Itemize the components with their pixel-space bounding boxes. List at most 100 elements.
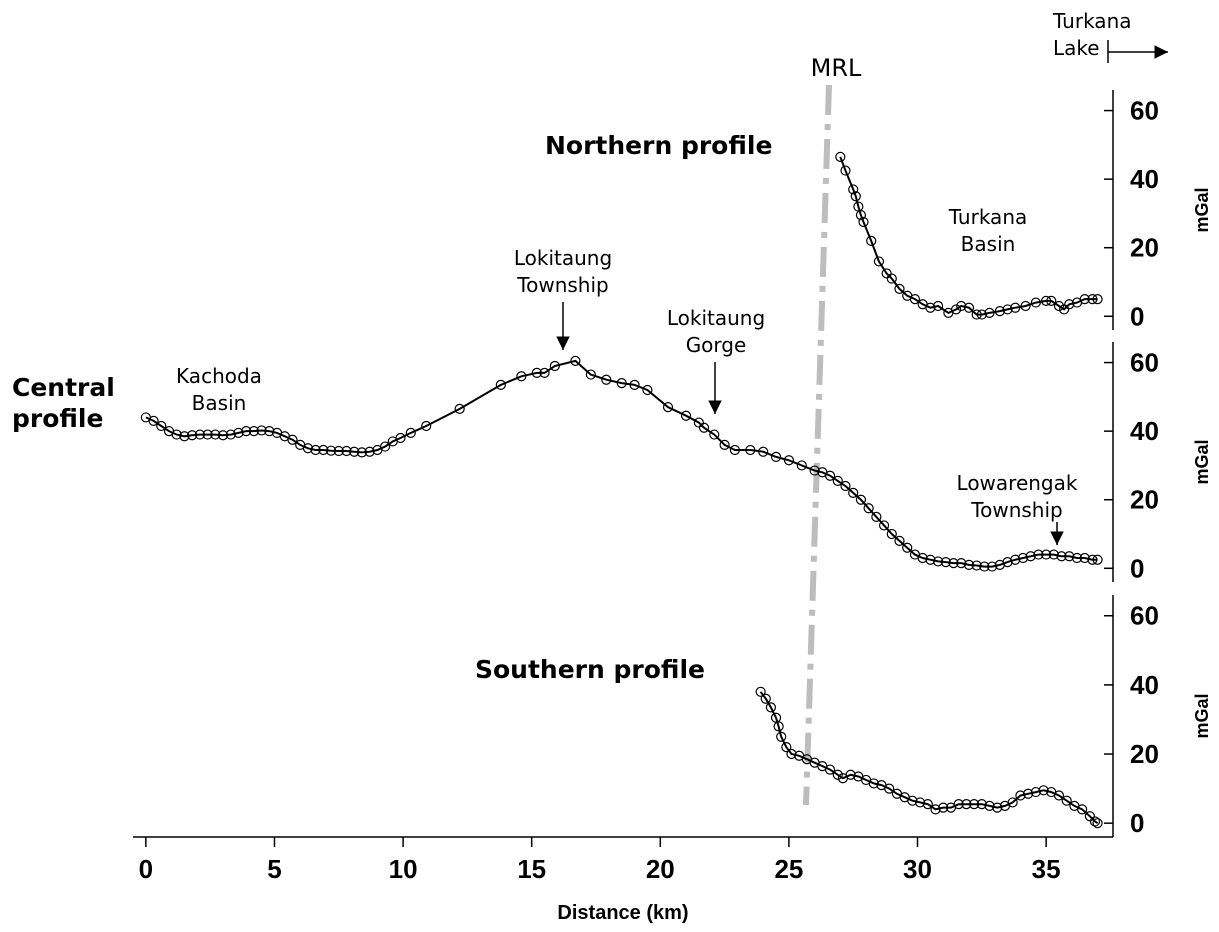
data-point — [171, 429, 182, 440]
data-point — [680, 410, 692, 421]
data-point — [1071, 552, 1083, 564]
data-point — [992, 802, 1003, 813]
data-point — [932, 300, 944, 312]
x-tick-label: 25 — [774, 854, 803, 884]
data-point — [364, 446, 375, 457]
data-point — [914, 797, 926, 808]
data-point — [984, 307, 995, 318]
data-point — [1092, 554, 1103, 565]
data-point — [953, 799, 964, 810]
data-point — [1079, 552, 1090, 564]
data-point — [932, 556, 944, 567]
data-point — [1056, 551, 1067, 562]
data-point — [971, 309, 982, 320]
data-point — [1059, 304, 1070, 315]
data-point — [863, 503, 874, 514]
data-point — [850, 191, 861, 202]
data-point — [248, 426, 259, 437]
data-point — [907, 795, 918, 806]
data-point — [866, 235, 877, 246]
y-axis-label: mGal — [1192, 693, 1212, 738]
data-point — [549, 360, 560, 372]
data-point — [421, 420, 432, 432]
data-point — [765, 702, 777, 713]
data-point — [1030, 297, 1041, 308]
data-point — [241, 426, 252, 437]
data-point — [1064, 299, 1075, 310]
data-point — [894, 283, 905, 294]
data-point — [642, 384, 653, 396]
data-point — [1053, 790, 1065, 801]
x-tick-label: 15 — [517, 854, 546, 884]
data-point — [148, 415, 159, 426]
data-point — [395, 432, 406, 444]
data-point — [855, 494, 867, 505]
x-tick-label: 30 — [903, 854, 932, 884]
data-point — [840, 480, 851, 492]
y-tick-label: 40 — [1130, 164, 1159, 194]
data-point — [302, 443, 314, 454]
data-point — [693, 417, 704, 428]
profile-line — [145, 359, 1098, 568]
data-point — [1017, 552, 1029, 564]
data-point — [984, 800, 995, 811]
data-point — [1087, 294, 1098, 305]
data-point — [1077, 804, 1088, 815]
data-point — [719, 439, 730, 450]
data-point — [848, 487, 859, 498]
y-tick-label: 60 — [1130, 348, 1159, 378]
data-point — [1064, 551, 1075, 562]
y-axis-label: mGal — [1192, 187, 1212, 232]
y-tick-label: 60 — [1130, 96, 1159, 126]
data-point — [570, 355, 581, 366]
annotation: Kachoda Basin — [176, 364, 262, 415]
data-point — [1030, 786, 1041, 798]
data-point — [729, 444, 740, 456]
data-point — [210, 429, 221, 440]
data-point — [824, 764, 836, 775]
data-point — [950, 304, 962, 315]
data-point — [585, 369, 596, 380]
data-point — [925, 302, 936, 313]
data-point — [539, 367, 550, 378]
data-point — [202, 429, 213, 440]
data-point — [925, 554, 936, 565]
data-point — [886, 273, 897, 284]
data-point — [745, 444, 756, 456]
data-point — [1089, 816, 1101, 827]
data-point — [855, 210, 867, 221]
profile-line — [759, 691, 1099, 825]
data-point — [1010, 302, 1021, 313]
data-point — [781, 742, 792, 753]
data-point — [318, 444, 329, 456]
x-tick-label: 20 — [646, 854, 675, 884]
data-point — [256, 425, 267, 436]
data-point — [1007, 797, 1018, 808]
data-point — [629, 379, 640, 390]
x-tick-label: 10 — [389, 854, 418, 884]
data-point — [516, 371, 527, 382]
annotation: Lokitaung Township — [513, 246, 613, 297]
data-point — [758, 446, 769, 457]
data-point — [809, 465, 820, 476]
data-point — [930, 804, 941, 815]
data-point — [796, 460, 807, 471]
data-point — [179, 431, 190, 442]
data-point — [1092, 294, 1103, 305]
y-tick-label: 60 — [1130, 601, 1159, 631]
data-point — [1053, 300, 1065, 312]
data-point — [1038, 785, 1049, 796]
data-point — [1092, 818, 1103, 829]
y-tick-label: 40 — [1130, 670, 1159, 700]
data-point — [325, 445, 337, 456]
data-point — [963, 302, 975, 313]
data-point — [938, 802, 949, 813]
data-point — [755, 686, 766, 697]
data-point — [878, 520, 890, 531]
data-point — [310, 444, 321, 456]
data-point — [1015, 790, 1026, 801]
y-tick-label: 40 — [1130, 416, 1159, 446]
data-point — [1002, 557, 1013, 568]
data-point — [976, 309, 987, 320]
